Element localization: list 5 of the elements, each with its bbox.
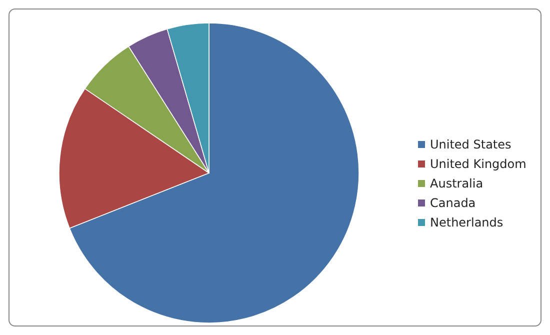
- legend-label: United Kingdom: [430, 156, 526, 171]
- legend-label: United States: [430, 137, 512, 152]
- legend-label: Canada: [430, 196, 476, 210]
- legend-label: Netherlands: [430, 215, 504, 230]
- legend-label: Australia: [430, 176, 484, 190]
